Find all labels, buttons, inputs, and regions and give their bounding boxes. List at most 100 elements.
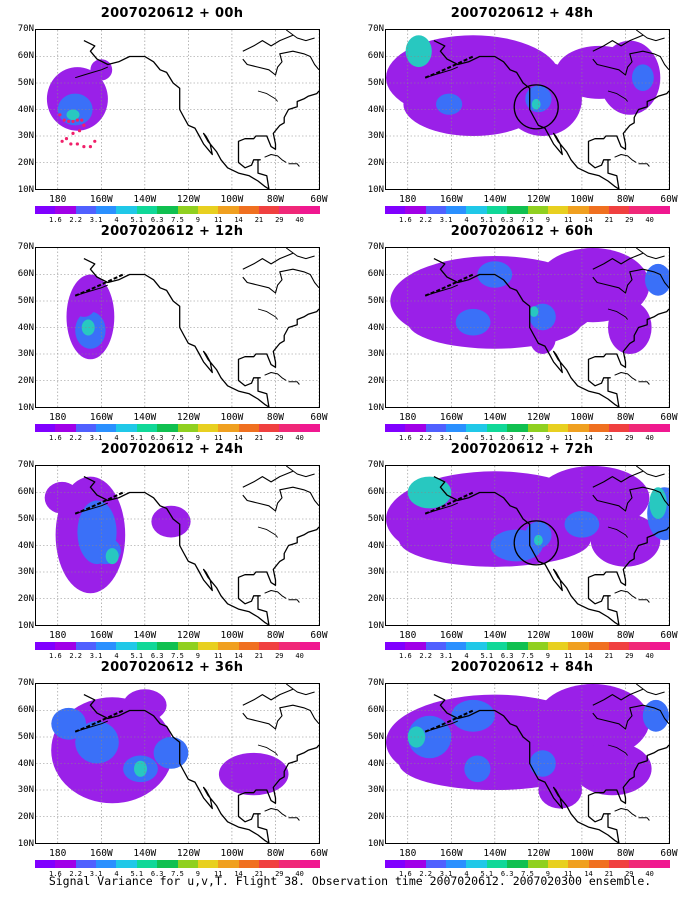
colorbar-tick-label: 6.3 <box>150 870 164 878</box>
colorbar-swatch <box>547 860 569 868</box>
colorbar-tick-label: 7.5 <box>521 652 534 660</box>
lat-tick-label: 50N <box>17 77 34 88</box>
observation-point <box>60 139 64 143</box>
coastline <box>242 470 294 488</box>
colorbar-swatch <box>425 860 447 868</box>
lon-tick-label: 60W <box>660 630 678 641</box>
colorbar-swatch <box>588 206 609 214</box>
colorbar-tick-label: 11 <box>213 216 223 224</box>
lat-tick-label: 10N <box>17 403 34 413</box>
colorbar-swatch <box>405 424 426 432</box>
coastline <box>257 744 278 756</box>
colorbar <box>35 206 321 214</box>
colorbar-tick-label: 5.1 <box>480 216 494 224</box>
coastline <box>592 688 644 706</box>
lat-tick-label: 60N <box>17 704 34 715</box>
colorbar-swatch <box>385 206 406 214</box>
observation-point <box>93 139 97 143</box>
colorbar-tick-label: 3.1 <box>89 216 103 224</box>
colorbar-ticks: 1.6 2.2 3.1 4 5.1 6.3 7.5 9 11 14 21 29 40 <box>385 870 670 879</box>
colorbar-swatch <box>425 206 447 214</box>
coastline <box>587 744 669 843</box>
colorbar-swatch <box>507 206 528 214</box>
colorbar-tick-label: 7.5 <box>171 652 184 660</box>
coastline <box>264 808 287 817</box>
lon-tick-label: 120W <box>176 848 200 859</box>
lon-tick-label: 120W <box>176 194 200 205</box>
flight-track <box>74 491 124 515</box>
lon-tick-label: 180 <box>49 848 67 859</box>
colorbar-ticks: 1.6 2.2 3.1 4 5.1 6.3 7.5 9 11 14 21 29 40 <box>35 870 320 879</box>
colorbar-tick-label: 11 <box>563 652 573 660</box>
colorbar-tick-label: 9 <box>545 870 550 878</box>
observation-point <box>75 118 79 122</box>
colorbar-swatch <box>55 424 76 432</box>
lon-tick-label: 140W <box>133 630 157 641</box>
colorbar-swatch <box>608 642 630 650</box>
flight-track <box>424 55 474 79</box>
coastline <box>286 30 315 42</box>
lon-tick-label: 180 <box>399 630 417 641</box>
colorbar-tick-label: 14 <box>234 652 243 660</box>
colorbar-swatch <box>608 424 630 432</box>
colorbar-tick-label: 11 <box>213 652 223 660</box>
variance-region <box>525 85 552 113</box>
colorbar-swatch <box>405 860 426 868</box>
colorbar-swatch <box>446 860 467 868</box>
colorbar-swatch <box>55 642 76 650</box>
colorbar-tick-label: 11 <box>563 870 573 878</box>
colorbar-swatch <box>157 642 178 650</box>
variance-region <box>407 726 426 748</box>
panel-title: 2007020612 + 24h <box>100 442 244 457</box>
coastline <box>288 381 300 385</box>
lon-tick-label: 80W <box>616 412 635 423</box>
variance-region <box>70 285 97 317</box>
coastline <box>242 486 319 512</box>
lon-tick-label: 120W <box>526 630 550 641</box>
coastline <box>607 308 628 320</box>
coastline <box>636 30 665 42</box>
colorbar-ticks: 1.6 2.2 3.1 4 5.1 6.3 7.5 9 11 14 21 29 40 <box>35 216 320 225</box>
lon-tick-label: 140W <box>483 630 507 641</box>
lon-tick-label: 160W <box>89 848 113 859</box>
colorbar-swatch <box>507 642 528 650</box>
coastline <box>636 248 665 260</box>
colorbar-swatch <box>177 860 198 868</box>
colorbar-tick-label: 6.3 <box>500 652 514 660</box>
lon-tick-label: 120W <box>176 630 200 641</box>
colorbar-tick-label: 4 <box>114 434 119 442</box>
colorbar-tick-label: 14 <box>234 870 243 878</box>
colorbar-tick-label: 1.6 <box>49 216 62 224</box>
colorbar-tick-label: 2.2 <box>419 434 433 442</box>
variance-region <box>405 35 432 68</box>
lon-tick-label: 140W <box>133 194 157 205</box>
colorbar-tick-label: 40 <box>295 652 304 660</box>
colorbar-swatch <box>136 642 158 650</box>
lon-tick-label: 180 <box>49 412 67 423</box>
colorbar-tick-label: 40 <box>295 434 304 442</box>
map-plot <box>35 247 320 408</box>
colorbar-swatch <box>197 860 219 868</box>
coastline <box>592 486 669 512</box>
lon-tick-label: 60W <box>660 194 678 205</box>
lon-tick-label: 80W <box>266 194 285 205</box>
lon-tick-label: 140W <box>133 412 157 423</box>
lat-tick-label: 50N <box>17 513 34 524</box>
colorbar-tick-label: 2.2 <box>69 652 83 660</box>
variance-region <box>436 93 463 115</box>
colorbar-swatch <box>177 424 198 432</box>
colorbar-tick-label: 29 <box>275 870 284 878</box>
colorbar-swatch <box>405 642 426 650</box>
lon-tick-label: 180 <box>399 194 417 205</box>
lat-tick-label: 70N <box>367 678 384 688</box>
colorbar-swatch <box>55 206 76 214</box>
colorbar-swatch <box>629 642 650 650</box>
lon-tick-label: 160W <box>439 194 463 205</box>
colorbar-tick-label: 4 <box>464 870 469 878</box>
colorbar-swatch <box>96 860 117 868</box>
coastline <box>433 694 620 843</box>
lon-tick-label: 140W <box>133 848 157 859</box>
map-panel: 2007020612 + 00h 70N 60N 50N 40N 30N 20N 10N 180… <box>2 6 342 224</box>
colorbar-tick-label: 4 <box>114 216 119 224</box>
colorbar-tick-label: 29 <box>625 870 634 878</box>
